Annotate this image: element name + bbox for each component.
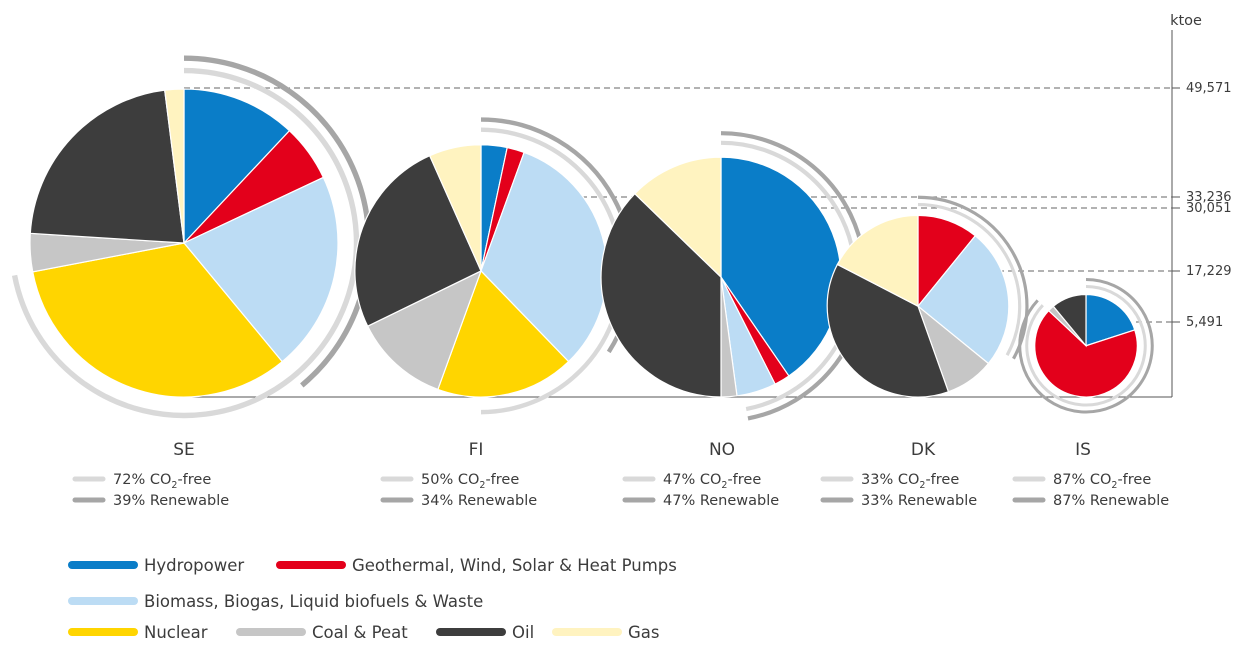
country-block-fi: FI 50% CO2-free 34% Renewable [380,440,537,509]
legend: Hydropower Geothermal, Wind, Solar & Heat… [68,556,677,642]
pie-dk [826,195,1029,398]
pie-slice-gas [428,144,482,272]
pie-slice-gas [633,156,722,279]
pie-slice-nuclear [32,242,284,398]
legend-label: Nuclear [144,623,208,642]
legend-item-hydro: Hydropower [68,556,244,575]
pie-slice-bio [183,176,339,363]
pie-slice-oil [600,192,722,398]
co2-free-arc [917,202,1022,356]
renewable-arc [917,195,1029,360]
co2-free-label: 50% CO2-free [421,472,519,491]
renewable-label: 34% Renewable [421,493,537,509]
legend-label: Hydropower [144,556,244,575]
co2-free-arc [1025,284,1147,407]
co2-free-label: 33% CO2-free [861,472,959,491]
renewable-arc [1018,277,1154,414]
pie-slice-nuclear [437,269,570,398]
co2-free-label: 87% CO2-free [1053,472,1151,491]
renewable-label: 39% Renewable [113,493,229,509]
country-block-se: SE 72% CO2-free 39% Renewable [72,440,229,509]
legend-item-geo: Geothermal, Wind, Solar & Heat Pumps [276,556,677,575]
country-pies [11,55,1154,421]
pie-slice-bio [480,151,608,363]
unit-label: ktoe [1170,13,1202,29]
co2-free-label: 47% CO2-free [663,472,761,491]
pie-slice-hydro [183,88,291,245]
pie-is [1018,277,1154,414]
pie-slice-geo [1034,309,1138,398]
legend-item-coal: Coal & Peat [236,623,408,642]
country-label: DK [911,440,936,460]
country-block-no: NO 47% CO2-free 47% Renewable [622,440,779,509]
renewable-label: 87% Renewable [1053,493,1169,509]
country-label: FI [469,440,484,460]
pie-no [600,131,867,421]
renewable-label: 33% Renewable [861,493,977,509]
legend-label: Gas [628,623,660,642]
legend-label: Oil [512,623,534,642]
legend-label: Coal & Peat [312,623,408,642]
tick-label: 33,236 [1186,190,1232,205]
tick-label: 49,571 [1186,81,1232,96]
legend-item-gas: Gas [552,623,660,642]
country-labels: SE 72% CO2-free 39% Renewable FI 50% CO2-fre… [72,440,1169,509]
legend-item-nuclear: Nuclear [68,623,208,642]
tick-label: 30,051 [1186,201,1232,216]
country-label: IS [1075,440,1091,460]
co2-free-arc [11,67,360,419]
pie-slice-gas [164,88,185,244]
pie-slice-oil [1052,293,1087,348]
pie-slice-coal [366,269,483,391]
legend-label: Geothermal, Wind, Solar & Heat Pumps [352,556,677,575]
pie-se [11,55,372,419]
co2-free-label: 72% CO2-free [113,472,211,491]
pie-slice-gas [836,214,919,308]
legend-label: Biomass, Biogas, Liquid biofuels & Waste [144,592,483,611]
renewable-arc [183,55,372,388]
tick-label: 5,491 [1186,315,1223,330]
pie-slice-bio [917,234,1010,365]
legend-item-oil: Oil [436,623,534,642]
pie-slice-oil [29,89,185,244]
renewable-label: 47% Renewable [663,493,779,509]
tick-label: 17,229 [1186,264,1232,279]
country-block-dk: DK 33% CO2-free 33% Renewable [820,440,977,509]
legend-item-bio: Biomass, Biogas, Liquid biofuels & Waste [68,592,483,611]
pie-slice-oil [826,263,950,398]
pie-slice-hydro [720,156,842,377]
country-label: NO [709,440,735,460]
country-block-is: IS 87% CO2-free 87% Renewable [1012,440,1169,509]
pie-fi [354,117,635,415]
country-label: SE [173,440,195,460]
pie-slice-oil [354,154,482,327]
pie-slice-hydro [1085,293,1136,347]
